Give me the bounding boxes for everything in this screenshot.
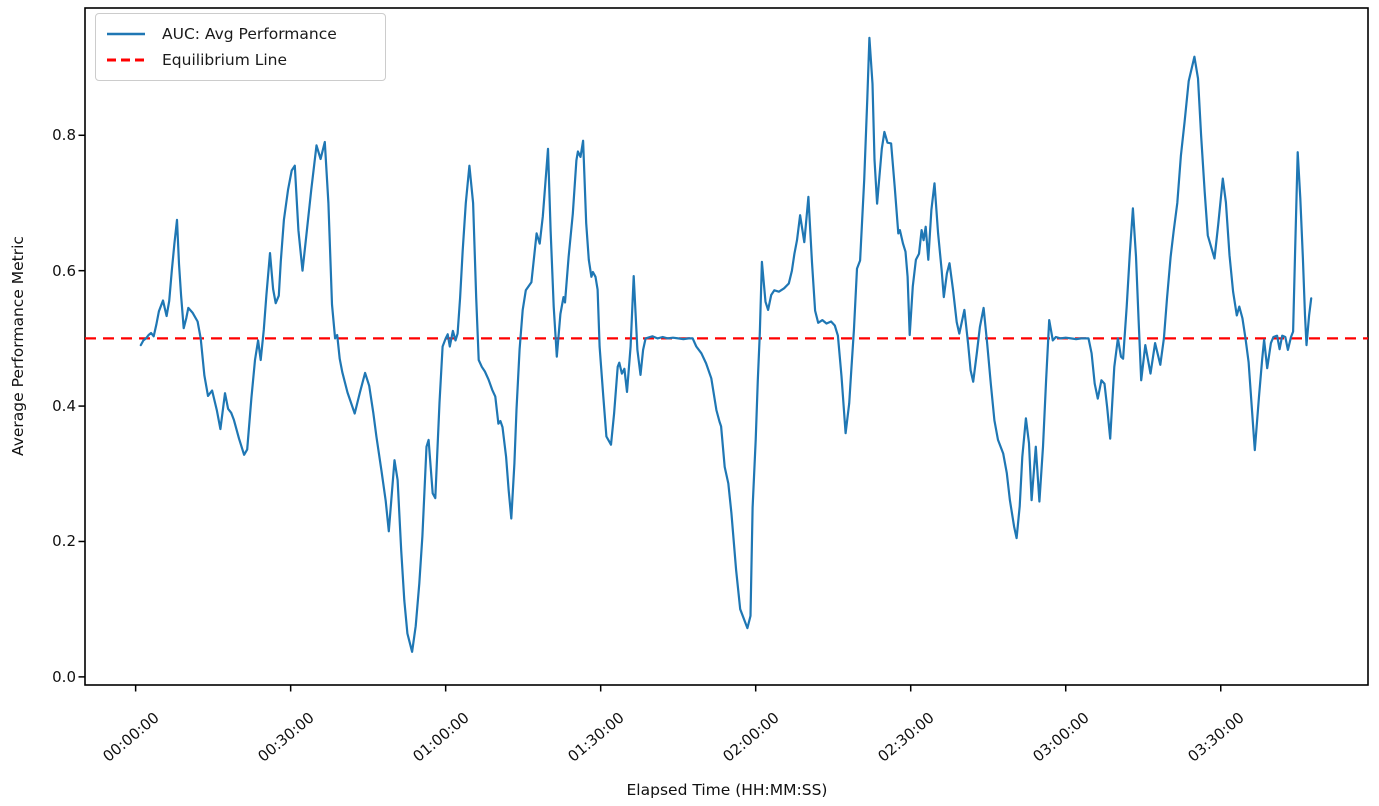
y-tick-label: 0.6 [52,261,76,280]
y-tick-label: 0.8 [52,126,76,145]
legend-label-auc: AUC: Avg Performance [162,25,337,44]
legend: AUC: Avg Performance Equilibrium Line [95,13,386,81]
y-axis-title: Average Performance Metric [9,236,27,456]
legend-item-equilibrium: Equilibrium Line [106,51,375,69]
legend-item-auc: AUC: Avg Performance [106,25,375,43]
legend-label-equilibrium: Equilibrium Line [162,50,288,69]
y-tick-label: 0.2 [52,532,76,551]
auc-performance-line [139,36,1313,653]
x-axis-title: Elapsed Time (HH:MM:SS) [626,781,828,799]
y-tick-label: 0.4 [52,397,76,416]
solid-line-sample-icon [107,33,145,36]
axes-spines [84,7,1369,686]
dashed-line-sample-icon [107,58,145,62]
y-tick-label: 0.0 [52,667,76,686]
